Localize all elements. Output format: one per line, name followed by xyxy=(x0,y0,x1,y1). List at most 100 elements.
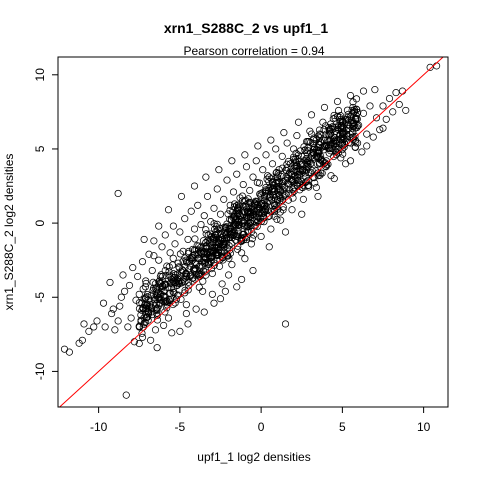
density-point xyxy=(323,161,331,169)
data-point xyxy=(366,102,374,110)
data-point xyxy=(241,151,249,159)
data-point xyxy=(125,281,134,289)
density-point xyxy=(314,146,322,154)
data-point xyxy=(228,157,236,165)
data-point xyxy=(182,301,190,309)
density-point xyxy=(259,199,267,208)
density-point xyxy=(272,204,280,212)
data-point xyxy=(148,266,156,275)
density-point xyxy=(285,186,294,194)
data-point xyxy=(238,275,246,284)
density-point xyxy=(339,150,347,158)
density-point xyxy=(162,298,170,306)
data-point xyxy=(166,249,174,257)
density-point xyxy=(140,295,148,303)
data-point xyxy=(372,114,381,122)
data-point xyxy=(278,164,286,172)
density-point xyxy=(349,103,357,111)
density-point xyxy=(221,227,229,235)
density-point xyxy=(244,223,252,231)
density-point xyxy=(135,299,143,307)
density-point xyxy=(191,264,200,272)
density-point xyxy=(146,300,154,309)
density-point xyxy=(351,115,359,123)
density-point xyxy=(204,261,213,269)
density-point xyxy=(142,301,150,310)
reference-line xyxy=(58,57,444,407)
density-point xyxy=(308,130,316,138)
density-point xyxy=(152,306,160,314)
density-point xyxy=(154,288,162,296)
density-point xyxy=(313,160,321,168)
data-point xyxy=(242,163,251,171)
data-point xyxy=(93,317,101,325)
density-point xyxy=(310,139,318,148)
density-point xyxy=(172,295,181,303)
data-point xyxy=(314,192,322,200)
density-point xyxy=(195,249,203,257)
data-point xyxy=(294,118,303,126)
density-point xyxy=(135,323,144,331)
density-point xyxy=(200,256,208,264)
x-axis-label: upf1_1 log2 densities xyxy=(197,450,310,464)
density-point xyxy=(230,222,238,230)
data-point xyxy=(99,299,108,307)
density-point xyxy=(330,137,338,145)
data-point xyxy=(290,145,298,153)
data-point xyxy=(138,333,147,341)
density-point xyxy=(346,130,354,138)
data-point xyxy=(392,89,400,97)
density-point xyxy=(268,185,276,193)
y-tick-label: 10 xyxy=(33,68,47,82)
data-point xyxy=(106,278,114,286)
density-point xyxy=(253,178,261,187)
density-point xyxy=(264,172,272,180)
density-point xyxy=(343,114,351,122)
density-point xyxy=(294,171,302,179)
data-point xyxy=(203,192,212,200)
density-point xyxy=(173,270,182,278)
density-point xyxy=(169,254,177,262)
data-point xyxy=(307,111,316,119)
density-point xyxy=(278,177,286,185)
data-point xyxy=(283,139,291,147)
density-point xyxy=(224,210,232,218)
density-point xyxy=(291,158,300,166)
data-point xyxy=(278,152,286,160)
density-point xyxy=(320,142,328,150)
data-point xyxy=(134,272,142,281)
data-point xyxy=(298,210,306,218)
density-point xyxy=(207,247,216,255)
density-point xyxy=(336,135,344,143)
data-point xyxy=(228,261,236,269)
data-point xyxy=(177,192,186,200)
data-point xyxy=(176,228,184,236)
density-point xyxy=(292,149,300,157)
density-point xyxy=(333,135,341,144)
density-point xyxy=(170,284,178,292)
density-point xyxy=(337,121,346,129)
density-point xyxy=(325,131,333,139)
density-point xyxy=(352,116,360,124)
data-point xyxy=(247,240,255,248)
density-point xyxy=(212,228,220,236)
density-point xyxy=(217,237,225,245)
density-point xyxy=(305,169,313,177)
density-point xyxy=(323,142,331,150)
identity-line xyxy=(58,57,444,407)
data-point xyxy=(216,210,225,218)
data-point xyxy=(135,290,143,298)
density-point xyxy=(144,316,152,324)
density-point xyxy=(257,217,265,226)
data-point xyxy=(229,188,238,196)
density-point xyxy=(182,270,190,278)
x-tick-label: -10 xyxy=(90,420,108,434)
data-point xyxy=(101,323,109,331)
density-point xyxy=(338,140,346,148)
density-point xyxy=(190,266,198,274)
density-point xyxy=(153,316,162,324)
data-point xyxy=(363,130,371,138)
data-point xyxy=(233,283,241,291)
density-point xyxy=(290,187,298,195)
